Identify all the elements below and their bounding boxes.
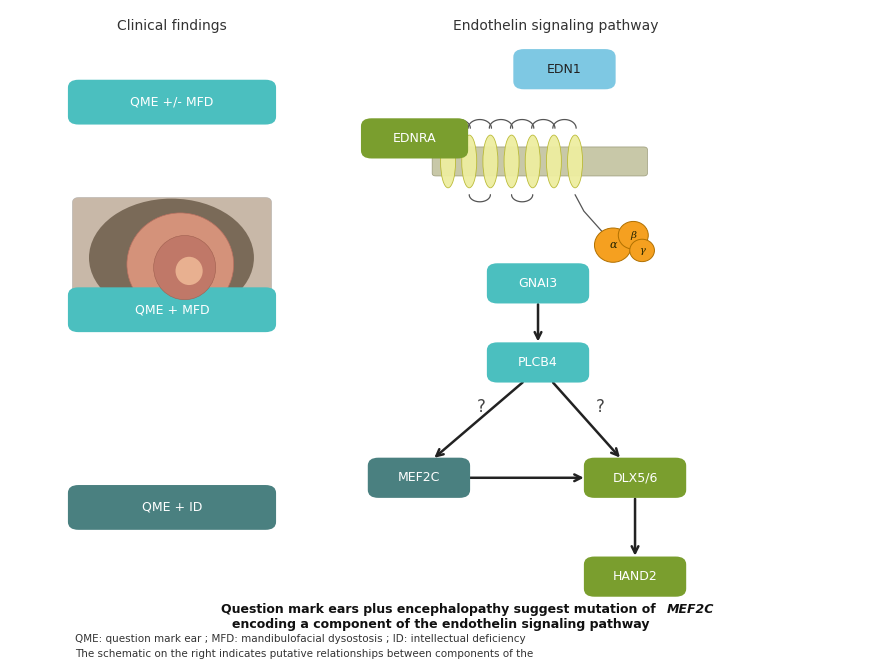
Ellipse shape [618,221,648,249]
FancyBboxPatch shape [487,343,589,382]
FancyBboxPatch shape [487,263,589,303]
Text: QME + ID: QME + ID [142,501,202,514]
Text: GNAI3: GNAI3 [519,277,557,290]
Text: α: α [609,240,617,250]
Text: QME: question mark ear ; MFD: mandibulofacial dysostosis ; ID: intellectual defi: QME: question mark ear ; MFD: mandibulof… [75,634,526,645]
Ellipse shape [483,135,498,188]
Text: The schematic on the right indicates putative relationships between components o: The schematic on the right indicates put… [75,648,534,659]
Text: encoding a component of the endothelin signaling pathway: encoding a component of the endothelin s… [232,618,650,631]
Text: DLX5/6: DLX5/6 [612,471,658,484]
Text: γ: γ [639,246,645,255]
Text: EDN1: EDN1 [547,63,582,76]
Text: MEF2C: MEF2C [398,471,440,484]
Text: β: β [631,231,636,240]
Text: ?: ? [595,398,604,416]
Text: Question mark ears plus encephalopathy suggest mutation of: Question mark ears plus encephalopathy s… [221,603,661,616]
Ellipse shape [89,198,254,317]
Text: PLCB4: PLCB4 [518,356,558,369]
FancyBboxPatch shape [68,485,276,530]
FancyBboxPatch shape [584,457,686,498]
Ellipse shape [568,135,582,188]
Text: ?: ? [476,398,485,416]
FancyBboxPatch shape [368,457,470,498]
Ellipse shape [153,235,216,300]
Ellipse shape [176,257,203,285]
Ellipse shape [462,135,477,188]
Ellipse shape [127,213,234,316]
FancyBboxPatch shape [72,198,272,330]
Text: QME + MFD: QME + MFD [135,303,209,316]
Text: Endothelin signaling pathway: Endothelin signaling pathway [453,19,658,34]
Ellipse shape [547,135,561,188]
FancyBboxPatch shape [361,118,468,158]
FancyBboxPatch shape [584,556,686,597]
FancyBboxPatch shape [513,49,616,89]
FancyBboxPatch shape [68,80,276,125]
FancyBboxPatch shape [432,147,647,176]
Text: EDNRA: EDNRA [392,132,437,145]
Text: MEF2C: MEF2C [667,603,714,616]
FancyBboxPatch shape [68,287,276,332]
Ellipse shape [594,228,632,262]
Ellipse shape [441,135,455,188]
Ellipse shape [526,135,540,188]
Text: QME +/- MFD: QME +/- MFD [131,96,213,109]
Ellipse shape [504,135,519,188]
Text: Clinical findings: Clinical findings [117,19,227,34]
Ellipse shape [630,239,654,262]
Text: HAND2: HAND2 [613,570,657,583]
